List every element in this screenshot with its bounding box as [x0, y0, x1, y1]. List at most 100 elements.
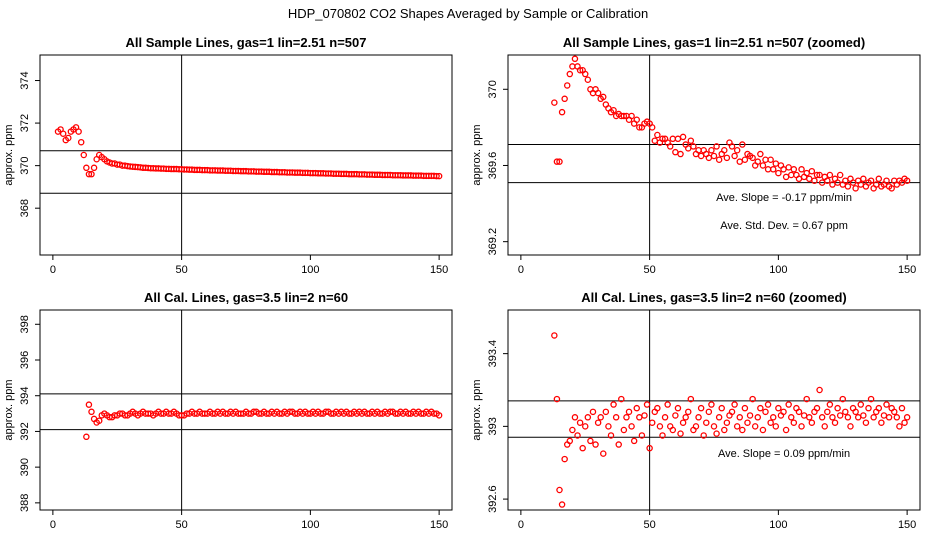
data-point: [594, 419, 602, 426]
plot-frame: [507, 309, 921, 511]
y-axis-label: approx. ppm: [3, 124, 15, 185]
data-point: [860, 175, 867, 183]
panel-title: All Cal. Lines, gas=3.5 lin=2 n=60: [144, 290, 348, 305]
data-point: [880, 412, 888, 419]
data-point: [563, 82, 571, 89]
data-point: [435, 412, 443, 419]
data-point: [757, 404, 764, 412]
data-point: [798, 166, 805, 173]
data-point: [674, 135, 682, 143]
data-point: [435, 172, 443, 180]
x-tick-label: 150: [430, 519, 448, 531]
data-point: [803, 169, 810, 177]
data-point: [762, 156, 769, 164]
data-point: [885, 414, 893, 421]
data-point: [651, 137, 659, 144]
data-point: [878, 419, 885, 426]
data-point: [672, 412, 679, 419]
y-tick-label: 393: [487, 417, 499, 435]
y-tick-label: 369.6: [487, 152, 499, 180]
data-point: [685, 145, 692, 152]
data-point: [754, 414, 762, 421]
data-point: [558, 108, 566, 116]
data-point: [679, 133, 687, 141]
data-point: [85, 170, 93, 178]
data-point: [785, 401, 792, 408]
data-point: [65, 134, 72, 142]
data-point: [88, 408, 95, 416]
data-point: [767, 419, 774, 426]
data-point: [785, 164, 792, 171]
data-point: [728, 408, 736, 416]
data-point: [615, 441, 622, 448]
data-point: [83, 433, 90, 441]
data-point: [795, 408, 803, 416]
data-point: [772, 160, 780, 167]
annotation: Ave. Slope = 0.09 ppm/min: [718, 448, 850, 460]
data-point: [708, 146, 715, 154]
data-point: [687, 137, 695, 144]
data-point: [888, 185, 895, 192]
data-point: [790, 166, 798, 173]
data-point: [762, 408, 769, 416]
data-point: [818, 414, 826, 421]
data-point: [661, 414, 669, 421]
data-point: [803, 395, 810, 403]
data-point: [867, 177, 875, 184]
data-point: [788, 414, 795, 421]
panel-4: All Cal. Lines, gas=3.5 lin=2 n=60 (zoom…: [471, 290, 921, 531]
data-point: [669, 135, 677, 143]
data-point: [633, 116, 641, 124]
data-point: [566, 70, 574, 78]
panel-title: All Cal. Lines, gas=3.5 lin=2 n=60 (zoom…: [581, 290, 847, 305]
data-point: [870, 414, 877, 421]
data-point: [574, 432, 581, 439]
data-point: [648, 124, 656, 131]
data-point: [806, 414, 813, 421]
data-point: [824, 408, 831, 416]
data-point: [695, 414, 702, 421]
y-axis-label: approx. ppm: [3, 379, 15, 440]
x-tick-label: 0: [50, 264, 56, 276]
data-point: [769, 166, 777, 173]
y-tick-label: 392: [19, 422, 31, 440]
data-point: [883, 401, 890, 408]
data-point: [664, 401, 671, 408]
data-point: [654, 404, 661, 412]
data-point: [59, 130, 67, 137]
panel-title: All Sample Lines, gas=1 lin=2.51 n=507 (…: [563, 35, 865, 50]
x-tick-label: 50: [644, 519, 656, 531]
data-point: [813, 404, 821, 412]
y-axis-label: approx. ppm: [471, 379, 483, 440]
data-point: [903, 414, 911, 421]
data-point: [620, 112, 628, 120]
data-point: [659, 135, 666, 143]
y-tick-label: 368: [19, 199, 31, 217]
x-tick-label: 100: [301, 519, 319, 531]
data-point: [705, 154, 713, 162]
data-point: [749, 395, 756, 403]
data-point: [883, 177, 890, 184]
data-point: [780, 166, 787, 173]
data-point: [584, 414, 592, 421]
y-tick-label: 372: [19, 114, 31, 132]
data-point: [736, 414, 744, 421]
plot-frame: [39, 54, 453, 256]
y-tick-label: 388: [19, 494, 31, 512]
data-point: [75, 128, 82, 135]
y-tick-label: 374: [19, 71, 31, 89]
data-point: [769, 414, 777, 421]
data-point: [867, 395, 875, 403]
data-point: [903, 177, 911, 184]
data-point: [800, 412, 808, 419]
data-point: [612, 414, 620, 421]
data-point: [808, 167, 816, 175]
data-point: [741, 404, 749, 412]
data-point: [759, 162, 767, 169]
data-point: [728, 143, 736, 150]
data-point: [798, 423, 805, 430]
annotation: Ave. Std. Dev. = 0.67 ppm: [720, 220, 848, 232]
data-point: [610, 401, 617, 408]
